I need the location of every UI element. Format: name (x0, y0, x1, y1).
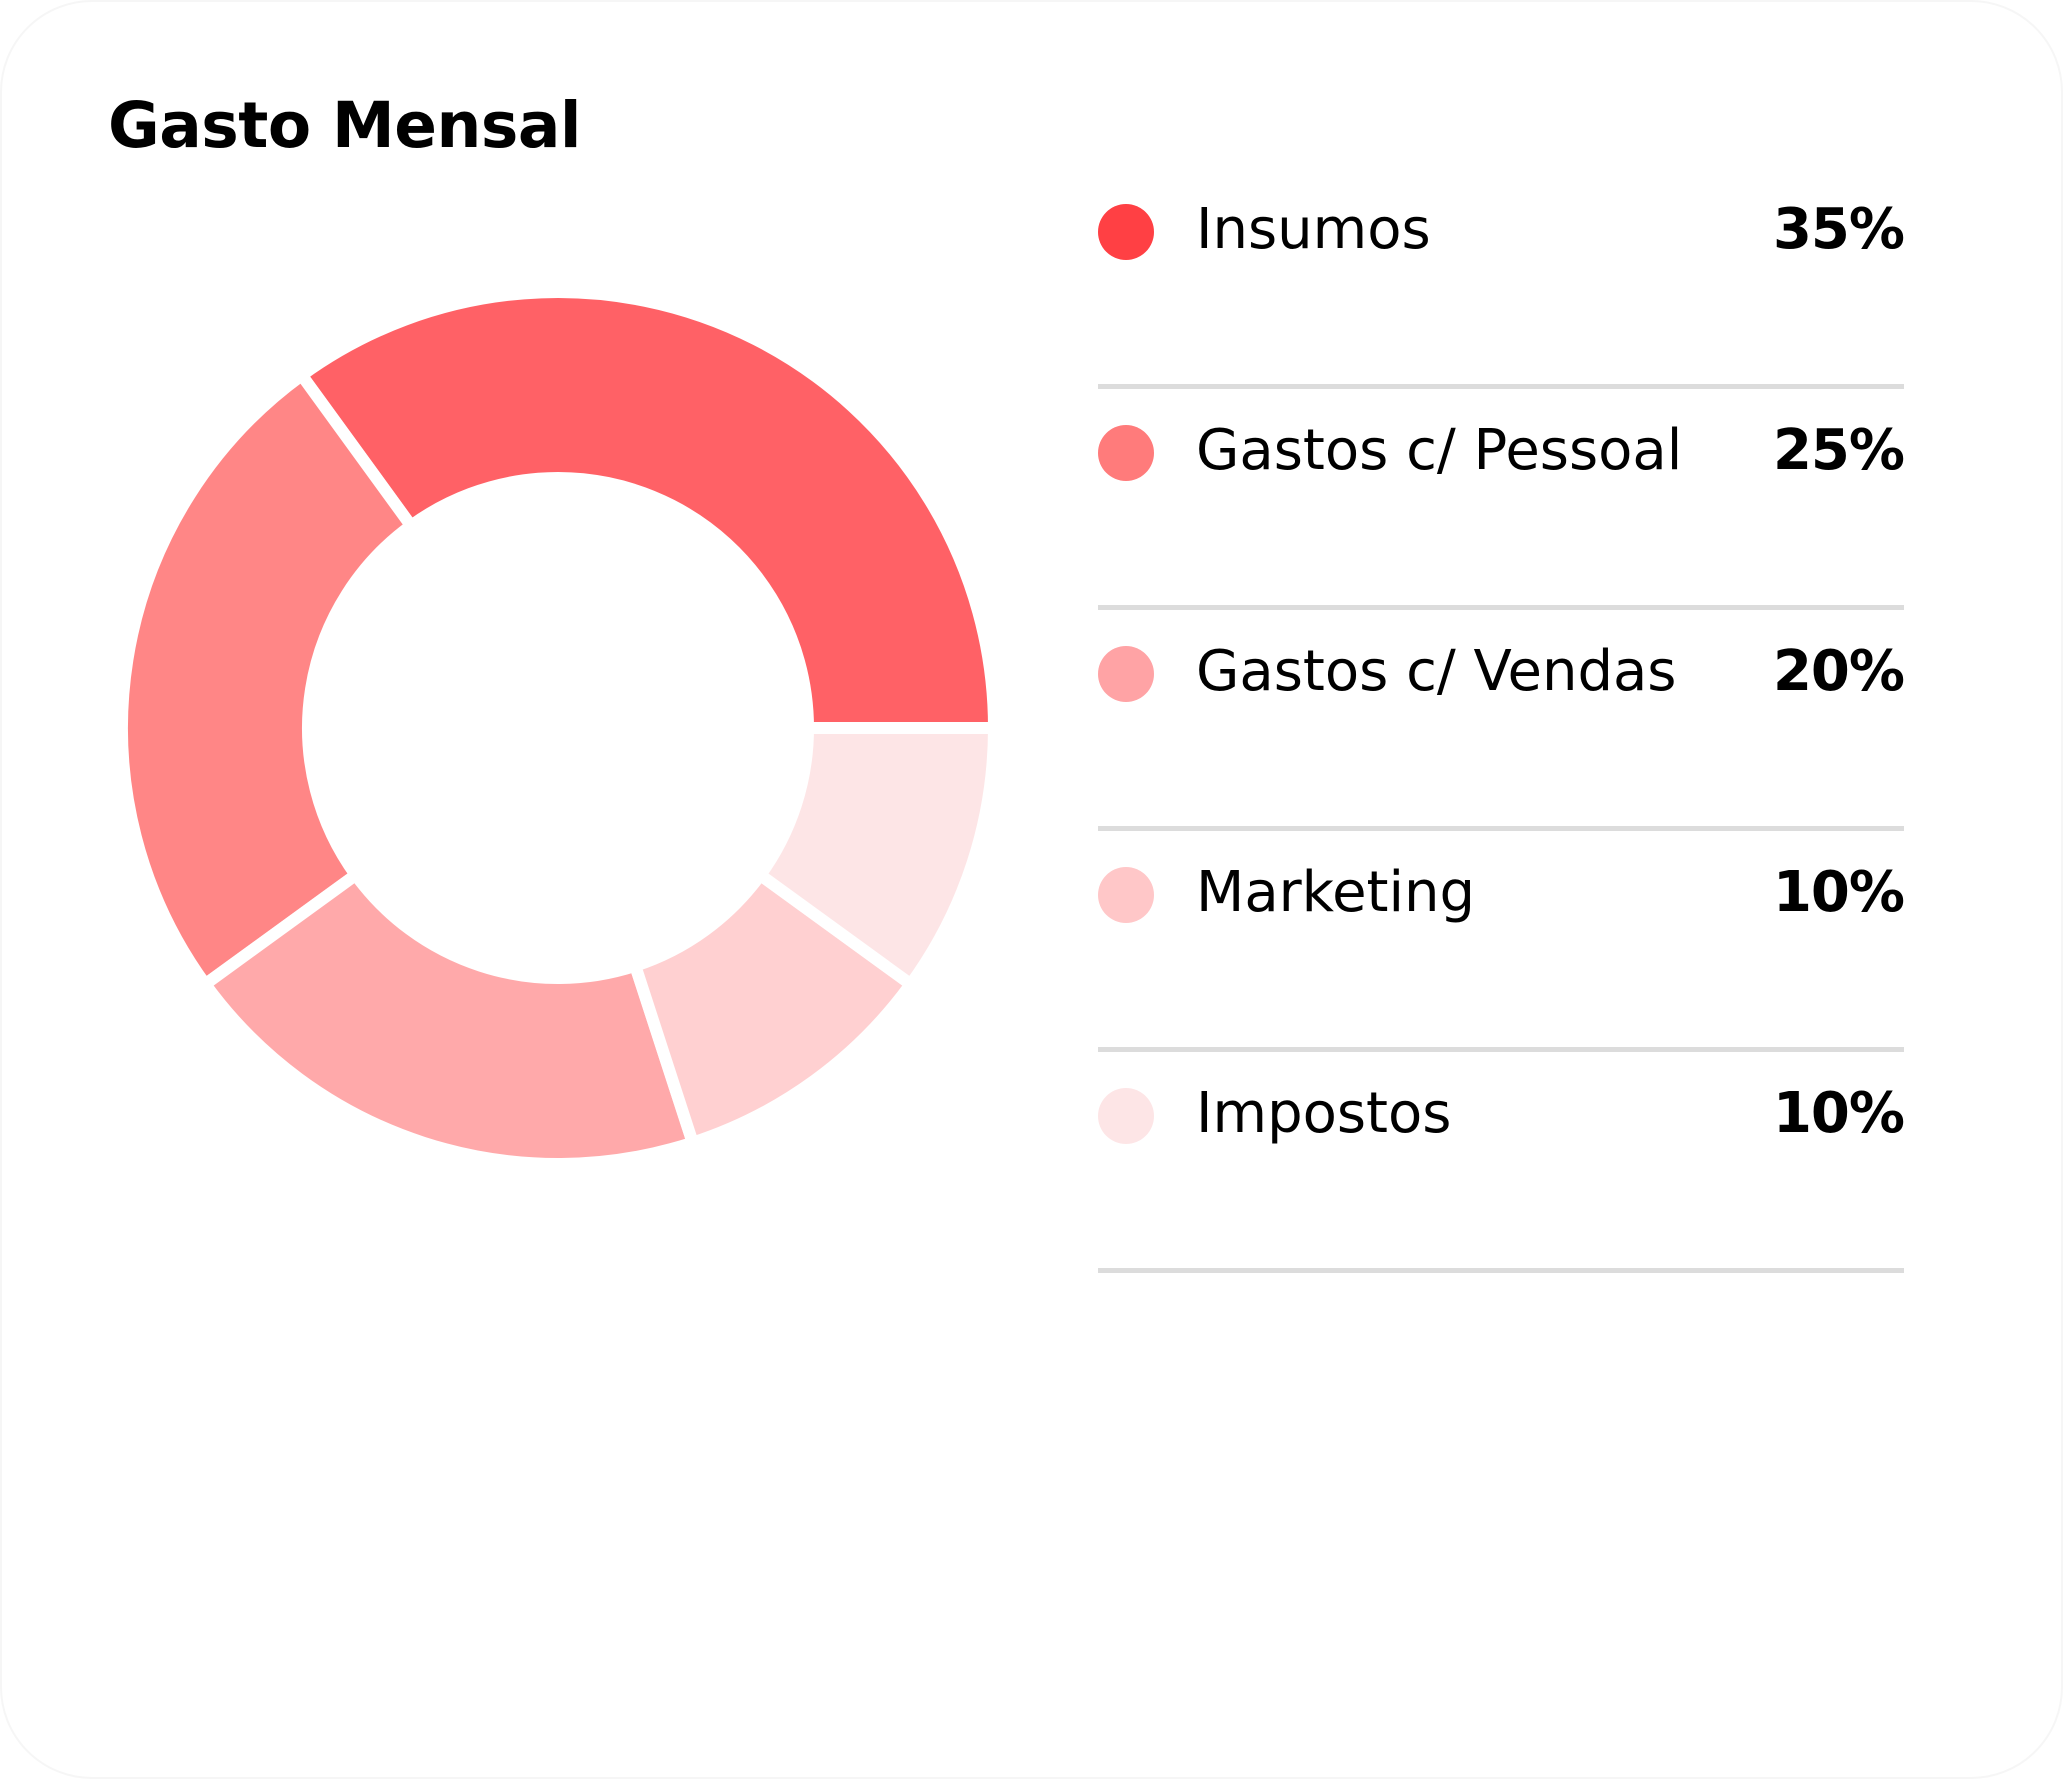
legend-label: Impostos (1196, 1081, 1452, 1146)
legend-value: 20% (1772, 639, 1905, 704)
legend-value: 35% (1772, 197, 1905, 262)
legend-label: Gastos c/ Vendas (1196, 639, 1677, 704)
legend-value: 25% (1772, 418, 1905, 483)
legend-swatch (1098, 1088, 1154, 1144)
legend-value: 10% (1772, 860, 1905, 925)
legend-item-insumos[interactable]: Insumos 35% (1098, 168, 1905, 389)
chart-legend: Insumos 35% Gastos c/ Pessoal 25% Gastos… (1098, 168, 1905, 1273)
donut-slice-insumos[interactable] (293, 286, 1001, 734)
donut-chart (116, 286, 1001, 1170)
legend-item-marketing[interactable]: Marketing 10% (1098, 831, 1905, 1052)
legend-label: Insumos (1196, 197, 1431, 262)
legend-swatch (1098, 646, 1154, 702)
donut-slice-gastos-c-vendas[interactable] (196, 866, 701, 1170)
chart-title: Gasto Mensal (108, 89, 581, 162)
legend-item-impostos[interactable]: Impostos 10% (1098, 1052, 1905, 1273)
donut-slice-impostos[interactable] (751, 722, 1001, 993)
legend-swatch (1098, 425, 1154, 481)
legend-item-gastos-pessoal[interactable]: Gastos c/ Pessoal 25% (1098, 389, 1905, 610)
legend-label: Gastos c/ Pessoal (1196, 418, 1683, 483)
legend-swatch (1098, 204, 1154, 260)
legend-label: Marketing (1196, 860, 1476, 925)
legend-value: 10% (1772, 1081, 1905, 1146)
legend-swatch (1098, 867, 1154, 923)
legend-item-gastos-vendas[interactable]: Gastos c/ Vendas 20% (1098, 610, 1905, 831)
donut-slice-gastos-c-pessoal[interactable] (116, 366, 420, 993)
